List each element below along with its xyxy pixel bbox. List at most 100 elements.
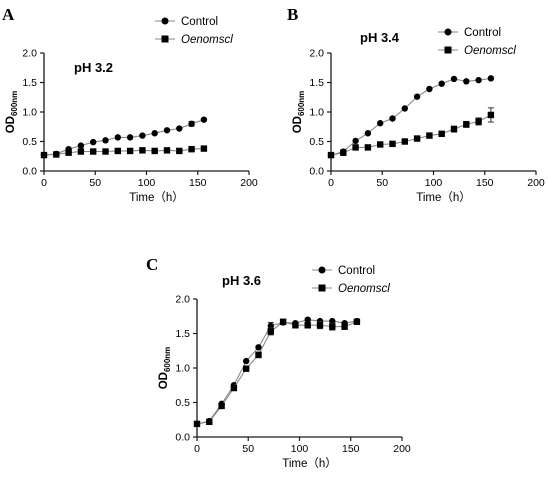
y-tick-label: 1.0 xyxy=(309,107,324,119)
chart-panel-a: ApH 3.2 0 50 100 150 200 0.0 0.5 1.0 1.5 2.0 Time（h… xyxy=(2,5,258,204)
data-point-square xyxy=(341,323,348,330)
x-tick-label: 150 xyxy=(189,177,207,189)
data-point-circle xyxy=(90,138,97,146)
chart-title: pH 3.6 xyxy=(222,273,261,288)
data-point-circle xyxy=(188,120,195,128)
data-point-circle xyxy=(243,357,250,365)
legend: Control Oenomscl xyxy=(438,27,516,57)
legend-marker-square xyxy=(444,46,452,54)
data-point-square xyxy=(77,148,85,155)
data-point-circle xyxy=(139,132,146,139)
data-point-square xyxy=(176,147,183,155)
x-tick-label: 100 xyxy=(291,443,309,455)
y-tick-label: 1.5 xyxy=(175,328,190,340)
data-point-square xyxy=(40,151,48,159)
legend: Control Oenomscl xyxy=(155,16,233,46)
data-point-circle xyxy=(255,344,262,351)
data-point-circle xyxy=(438,80,445,87)
legend-marker-circle xyxy=(318,266,326,274)
data-point-circle xyxy=(413,93,421,100)
legend-label: Oenomscl xyxy=(181,34,233,46)
panel-letter: C xyxy=(146,255,158,274)
data-point-circle xyxy=(463,78,470,85)
series-oenomscl xyxy=(327,107,495,159)
legend-marker-square xyxy=(318,284,326,292)
x-tick-label: 100 xyxy=(425,177,443,189)
x-tick-label: 0 xyxy=(41,177,47,189)
data-point-circle xyxy=(389,115,396,122)
series-oenomscl xyxy=(40,145,208,159)
data-point-square xyxy=(90,148,97,155)
data-point-square xyxy=(230,384,238,392)
x-axis-label: Time（h） xyxy=(416,191,471,204)
data-point-circle xyxy=(450,75,458,83)
y-axis-label-subscript: 600nm xyxy=(10,91,19,116)
x-tick-label: 50 xyxy=(242,443,254,455)
y-tick-label: 0.5 xyxy=(309,136,324,148)
data-point-square xyxy=(487,111,495,119)
data-point-square xyxy=(304,322,311,329)
data-point-square xyxy=(401,138,408,145)
data-point-square xyxy=(364,144,372,151)
y-tick-label: 1.0 xyxy=(22,107,37,119)
data-point-circle xyxy=(426,85,433,93)
y-tick-label: 1.0 xyxy=(175,363,190,375)
x-tick-label: 150 xyxy=(476,177,494,189)
chart-panel-b: BpH 3.4 0 50 100 150 200 0.0 0.5 1.0 1.5 2.0 Time（h… xyxy=(287,5,545,204)
legend-label: Control xyxy=(464,27,501,39)
data-point-square xyxy=(65,149,72,156)
data-point-square xyxy=(450,125,458,133)
y-axis-label: OD600nm xyxy=(292,91,306,134)
data-point-square xyxy=(340,149,347,156)
data-point-circle xyxy=(163,127,171,134)
data-point-square xyxy=(206,418,213,426)
data-point-circle xyxy=(475,76,482,84)
data-point-square xyxy=(279,318,287,325)
legend-label: Oenomscl xyxy=(338,283,390,295)
legend-label: Control xyxy=(338,265,375,277)
x-tick-label: 50 xyxy=(89,177,101,189)
data-point-square xyxy=(267,328,274,335)
x-tick-label: 0 xyxy=(194,443,200,455)
x-tick-label: 0 xyxy=(328,177,334,189)
data-point-square xyxy=(188,145,195,153)
data-point-square xyxy=(327,151,335,159)
data-point-square xyxy=(475,118,482,125)
y-tick-label: 0.5 xyxy=(175,397,190,409)
y-tick-label: 0.0 xyxy=(22,166,37,178)
data-point-circle xyxy=(102,137,109,144)
x-axis-label: Time（h） xyxy=(282,457,337,470)
data-point-square xyxy=(316,322,324,329)
y-tick-label: 0.0 xyxy=(309,166,324,178)
legend-label: Oenomscl xyxy=(464,45,516,57)
data-point-circle xyxy=(364,130,372,137)
y-axis-label: OD600nm xyxy=(158,347,172,390)
legend-marker-circle xyxy=(161,17,169,25)
data-point-square xyxy=(438,130,445,138)
legend: Control Oenomscl xyxy=(312,265,390,295)
x-tick-label: 200 xyxy=(527,177,545,189)
data-point-square xyxy=(102,148,109,155)
data-point-circle xyxy=(114,134,122,141)
data-point-circle xyxy=(377,120,384,127)
y-axis-label-subscript: 600nm xyxy=(163,347,172,372)
y-tick-label: 0.5 xyxy=(22,136,37,148)
y-tick-label: 1.5 xyxy=(22,77,37,89)
y-tick-label: 2.0 xyxy=(22,48,37,60)
data-point-square xyxy=(352,144,359,151)
x-axis-label: Time（h） xyxy=(129,191,184,204)
x-tick-label: 50 xyxy=(376,177,388,189)
chart-title: pH 3.2 xyxy=(74,60,113,75)
data-point-square xyxy=(200,145,208,152)
data-point-square xyxy=(463,121,470,128)
data-point-square xyxy=(139,147,146,154)
data-point-square xyxy=(53,151,60,158)
data-point-square xyxy=(389,140,396,148)
data-point-square xyxy=(413,135,421,142)
legend-marker-square xyxy=(161,35,169,43)
x-tick-label: 200 xyxy=(240,177,258,189)
y-axis-label-main: OD xyxy=(5,116,17,133)
x-tick-label: 200 xyxy=(393,443,411,455)
data-point-square xyxy=(193,420,201,428)
chart-title: pH 3.4 xyxy=(360,30,400,45)
